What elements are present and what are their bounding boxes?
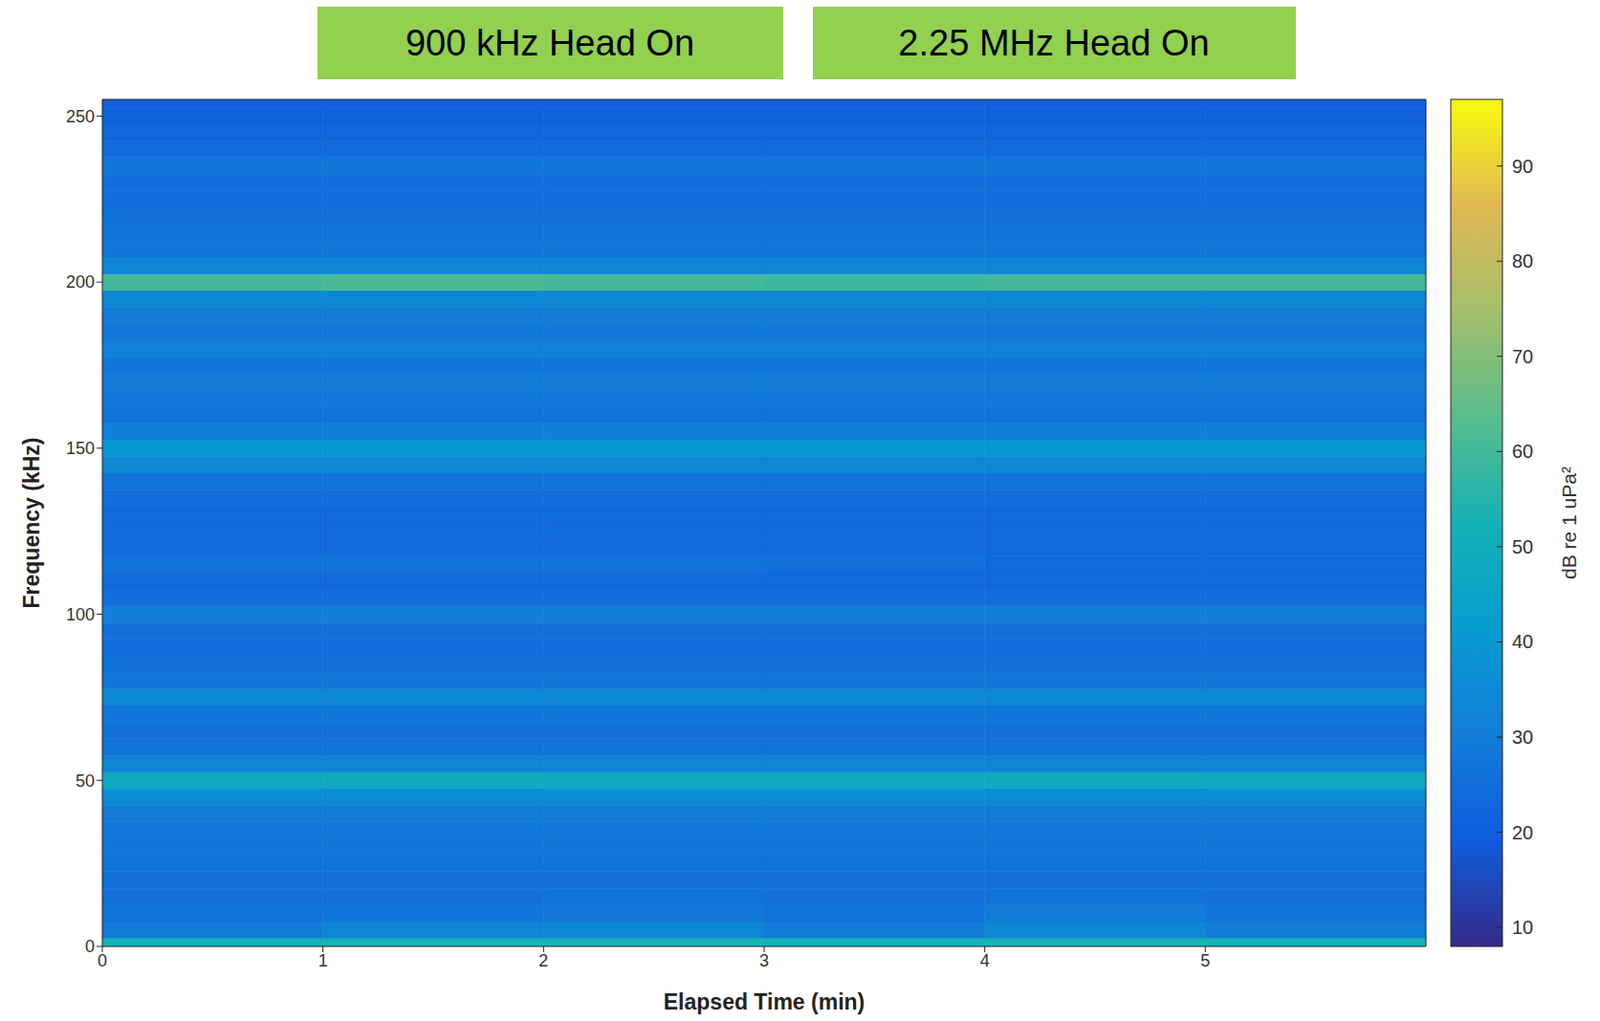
html-text:2.25 MHz Head On: 2.25 MHz Head On	[898, 22, 1210, 63]
svg-text:100: 100	[65, 605, 95, 625]
svg-text:50: 50	[75, 771, 95, 791]
svg-text:0: 0	[85, 937, 95, 957]
svg-text:3: 3	[759, 951, 769, 971]
svg-text:30: 30	[1512, 726, 1534, 748]
svg-text:dB re 1 uPa²: dB re 1 uPa²	[1557, 466, 1580, 580]
svg-text:10: 10	[1512, 917, 1534, 939]
svg-text:60: 60	[1512, 440, 1534, 462]
svg-text:70: 70	[1512, 346, 1534, 368]
svg-text:90: 90	[1512, 155, 1534, 177]
svg-text:0: 0	[97, 951, 108, 971]
svg-text:Elapsed Time (min): Elapsed Time (min)	[663, 989, 865, 1015]
svg-text:Frequency (kHz): Frequency (kHz)	[19, 438, 44, 610]
svg-text:1: 1	[318, 951, 329, 971]
svg-text:80: 80	[1512, 250, 1534, 272]
svg-text:250: 250	[65, 107, 95, 127]
svg-text:50: 50	[1512, 536, 1534, 558]
svg-text:20: 20	[1512, 822, 1534, 844]
svg-text:200: 200	[65, 272, 95, 292]
svg-text:40: 40	[1512, 631, 1534, 653]
svg-text:4: 4	[980, 951, 990, 971]
svg-text:5: 5	[1200, 951, 1210, 971]
svg-text:2: 2	[538, 951, 548, 971]
html-text:900 kHz Head On: 900 kHz Head On	[405, 22, 695, 63]
svg-text:150: 150	[65, 438, 95, 459]
